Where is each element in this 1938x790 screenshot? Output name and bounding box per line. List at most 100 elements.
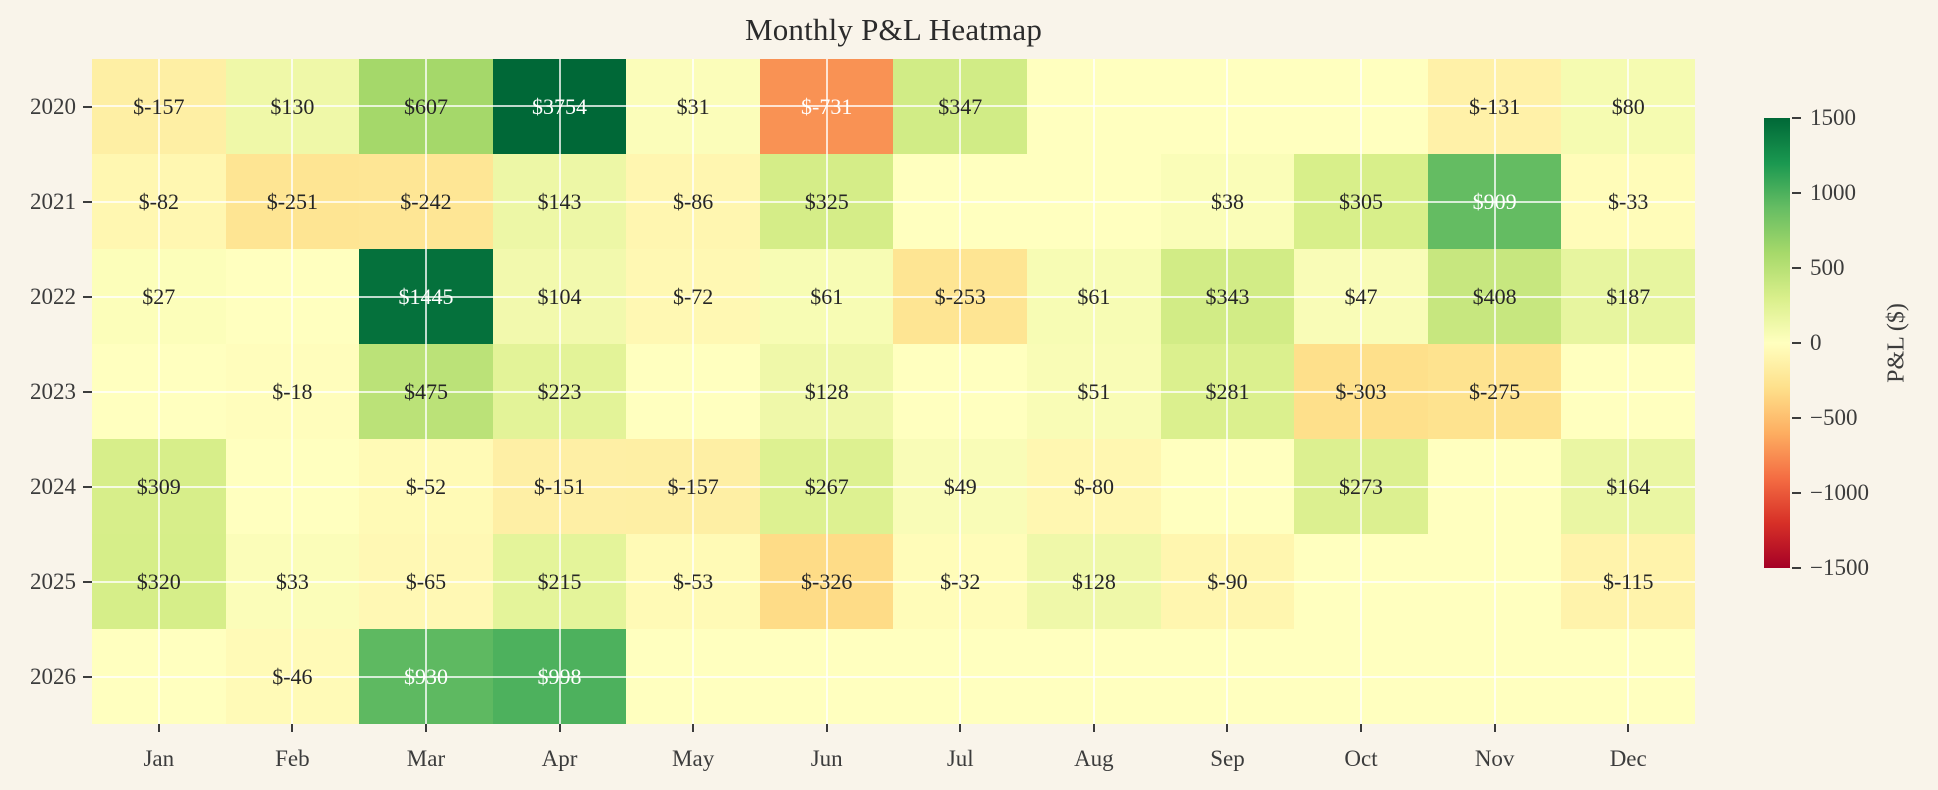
cell-value-label: $-33 (1608, 188, 1649, 214)
y-axis-tick-mark (83, 200, 92, 203)
cell-value-label: $320 (136, 568, 181, 594)
x-axis-tick-label: Aug (1074, 746, 1114, 771)
x-axis-tick-mark (157, 724, 160, 732)
heatmap-cell: $607 (359, 59, 493, 154)
x-axis-tick-mark (558, 724, 561, 732)
heatmap-cell (1160, 629, 1295, 724)
cell-value-label: $-72 (672, 283, 714, 309)
cell-value-label: $130 (270, 93, 315, 119)
chart-title: Monthly P&L Heatmap (744, 12, 1043, 47)
heatmap-cell: $-151 (492, 439, 627, 534)
colorbar-tick-label: 1000 (1810, 180, 1856, 205)
y-axis-tick-label: 2025 (30, 568, 76, 594)
heatmap-cell: $-157 (92, 59, 226, 154)
y-axis-tick-label: 2022 (30, 283, 76, 309)
cell-value-label: $-80 (1073, 473, 1115, 499)
cell-value-label: $-32 (940, 568, 981, 594)
x-axis-tick-label: Feb (275, 746, 310, 771)
cell-value-label: $31 (676, 93, 710, 119)
cell-value-label: $325 (804, 188, 849, 214)
cell-value-label: $1445 (398, 283, 454, 309)
y-axis-tick-label: 2024 (30, 473, 76, 499)
heatmap-cell: $-53 (626, 534, 760, 629)
heatmap-cell: $-90 (1160, 534, 1295, 629)
heatmap-cell: $408 (1427, 249, 1562, 344)
cell-value-label: $223 (537, 378, 582, 404)
x-axis-tick-label: Jun (810, 746, 843, 771)
cell-value-label: $-90 (1207, 568, 1248, 594)
x-axis-tick-mark (692, 724, 695, 732)
cell-value-label: $607 (403, 93, 448, 119)
heatmap-cell: $61 (1027, 249, 1161, 344)
heatmap-cell (1294, 59, 1428, 154)
heatmap-cell: $80 (1561, 59, 1695, 154)
x-axis-tick-label: Oct (1344, 746, 1378, 771)
heatmap-cell: $325 (759, 154, 894, 249)
colorbar-tick-label: 500 (1810, 255, 1845, 280)
heatmap-cell: $-242 (359, 154, 493, 249)
heatmap-cell: $-131 (1427, 59, 1562, 154)
heatmap-cell (1427, 439, 1562, 534)
cell-value-label: $61 (810, 283, 844, 309)
cell-value-label: $-253 (934, 283, 986, 309)
cell-value-label: $343 (1205, 283, 1250, 309)
heatmap-cell (1294, 534, 1428, 629)
heatmap-cell: $267 (759, 439, 894, 534)
x-axis-tick-mark (825, 724, 828, 732)
cell-value-label: $104 (537, 283, 582, 309)
heatmap-cell: $-52 (359, 439, 493, 534)
cell-value-label: $47 (1344, 283, 1378, 309)
heatmap-cell: $-80 (1027, 439, 1161, 534)
heatmap-cell: $61 (759, 249, 894, 344)
cell-value-label: $38 (1210, 188, 1244, 214)
colorbar-tick-label: 1500 (1810, 105, 1856, 130)
heatmap-cell: $164 (1561, 439, 1695, 534)
heatmap-cell: $31 (626, 59, 760, 154)
heatmap-cell: $320 (92, 534, 226, 629)
x-axis-tick-mark (1493, 724, 1496, 732)
heatmap-cell: $51 (1027, 344, 1161, 439)
x-axis-tick-mark (1092, 724, 1095, 732)
cell-value-label: $309 (136, 473, 181, 499)
heatmap-cell: $47 (1294, 249, 1428, 344)
heatmap-cell: $-65 (359, 534, 493, 629)
colorbar-tick-mark (1792, 117, 1801, 119)
heatmap-cell (626, 344, 760, 439)
cell-value-label: $-731 (801, 93, 853, 119)
x-axis-tick-mark (424, 724, 427, 732)
cell-value-label: $61 (1077, 283, 1111, 309)
heatmap-cell (1160, 59, 1295, 154)
x-axis-tick-mark (291, 724, 294, 732)
heatmap-cell: $998 (492, 629, 627, 724)
heatmap-cell: $-303 (1294, 344, 1428, 439)
x-axis-tick-label: Apr (541, 746, 578, 771)
y-axis-tick-mark (83, 675, 92, 678)
heatmap-cell: $-33 (1561, 154, 1695, 249)
heatmap-cell (1027, 629, 1161, 724)
heatmap-cell: $38 (1160, 154, 1295, 249)
cell-value-label: $-275 (1468, 378, 1521, 404)
x-axis-tick-label: Dec (1609, 746, 1647, 771)
cell-value-label: $930 (403, 663, 448, 689)
cell-value-label: $909 (1472, 188, 1517, 214)
x-axis-tick-mark (1360, 724, 1363, 732)
x-axis-tick-label: Sep (1210, 746, 1245, 771)
heatmap-cell: $305 (1294, 154, 1428, 249)
heatmap-cell: $1445 (359, 249, 493, 344)
colorbar-gradient (1764, 118, 1790, 568)
colorbar-tick-label: 0 (1810, 330, 1822, 355)
cell-value-label: $267 (804, 473, 849, 499)
cell-value-label: $128 (804, 378, 849, 404)
x-axis-tick-label: Mar (406, 746, 446, 771)
colorbar-tick-mark (1792, 492, 1801, 494)
heatmap-cell: $223 (492, 344, 627, 439)
heatmap-cell: $33 (225, 534, 360, 629)
cell-value-label: $80 (1611, 93, 1645, 119)
heatmap-cell: $475 (359, 344, 493, 439)
heatmap-cell: $347 (893, 59, 1028, 154)
heatmap-cell: $-157 (626, 439, 760, 534)
colorbar-tick-mark (1792, 267, 1801, 269)
cell-value-label: $-82 (138, 188, 179, 214)
heatmap-cell: $128 (759, 344, 894, 439)
